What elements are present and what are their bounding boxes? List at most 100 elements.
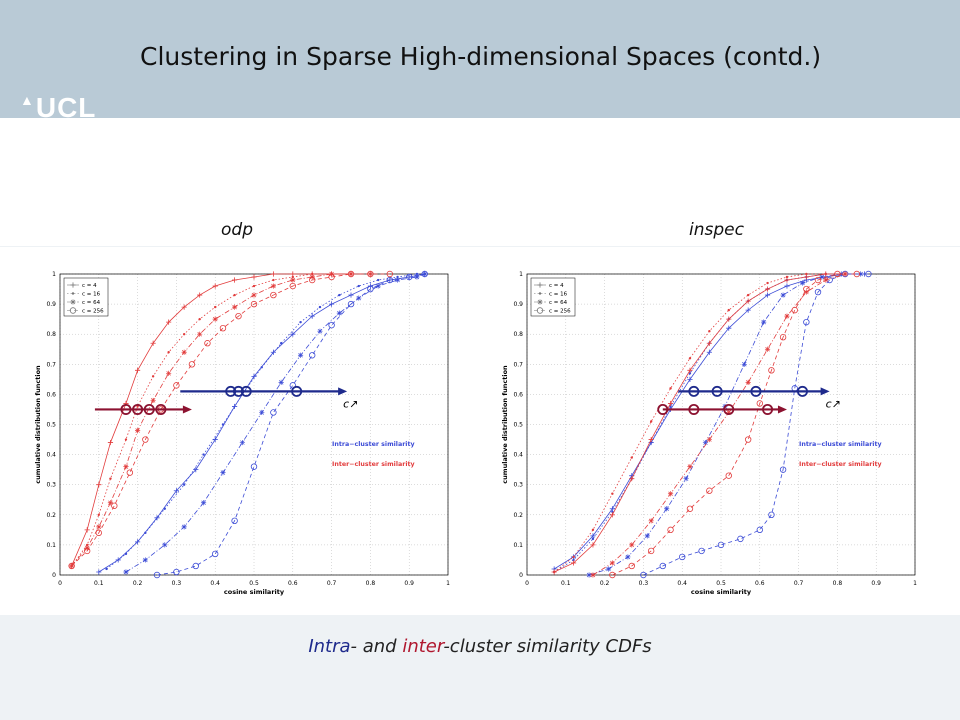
data-point — [591, 537, 595, 541]
legend-label: c = 4 — [82, 283, 97, 289]
data-point — [192, 562, 199, 570]
arrow-head — [777, 405, 787, 414]
data-point — [727, 308, 730, 312]
data-point — [414, 274, 420, 280]
chart-odp: 0 0.1 0.2 0.3 0.4 0.5 0.6 0.7 0.8 0.9 1 0 0.1 0.2 0.3 0… — [34, 270, 450, 596]
x-tick-label: 0.7 — [327, 580, 337, 587]
data-point — [756, 400, 763, 407]
plot-band — [0, 247, 960, 615]
legend-entry: c = 16 — [534, 292, 568, 298]
data-point — [109, 477, 112, 480]
series-line — [612, 273, 857, 576]
data-point — [200, 500, 207, 506]
data-point — [270, 409, 277, 416]
y-tick-label: 0 — [52, 572, 56, 579]
data-point — [667, 491, 674, 497]
data-point — [336, 310, 342, 316]
data-point — [590, 533, 596, 539]
data-point — [386, 270, 393, 278]
arrow-label: c↗ — [343, 397, 358, 410]
arrow-head — [338, 387, 348, 396]
y-tick-label: 0.3 — [46, 482, 56, 489]
arrow-inter — [657, 403, 787, 415]
y-tick-label: 0.8 — [513, 331, 523, 338]
data-point — [126, 469, 134, 476]
legend-entry: c = 4 — [67, 282, 97, 289]
data-point — [784, 277, 790, 283]
data-point — [347, 300, 355, 308]
x-tick-label: 0.1 — [561, 580, 571, 587]
x-axis-label: cosine similarity — [691, 588, 752, 596]
data-point — [609, 560, 615, 566]
y-axis-label: cumulative distribution function — [501, 365, 509, 484]
data-point — [629, 542, 635, 548]
data-point — [299, 320, 302, 324]
arrow-circle — [796, 385, 808, 397]
arrow-circle — [762, 403, 774, 415]
data-point — [357, 284, 360, 288]
data-point — [270, 283, 276, 289]
data-point — [232, 277, 238, 283]
data-point — [197, 331, 203, 337]
series-line — [106, 273, 425, 570]
arrow-circle — [688, 403, 700, 415]
data-point — [611, 492, 614, 495]
data-point — [250, 463, 258, 470]
data-point — [181, 304, 187, 310]
data-point — [181, 524, 187, 530]
data-point — [648, 436, 654, 443]
data-point — [144, 531, 147, 535]
series-intra-circle — [153, 270, 428, 579]
data-point — [865, 270, 872, 278]
ucl-logo: ▲UCL — [20, 92, 96, 124]
arrow-label: c↗ — [826, 397, 841, 410]
data-point — [142, 557, 148, 563]
data-point — [659, 562, 666, 570]
chart-title-inspec: inspec — [689, 220, 744, 240]
x-tick-label: 1 — [446, 580, 450, 587]
legend-label: c = 64 — [549, 300, 568, 306]
y-tick-label: 0.4 — [513, 452, 523, 459]
data-point — [605, 566, 612, 572]
data-point — [761, 319, 767, 325]
legend-marker — [70, 282, 76, 288]
series-line — [71, 273, 371, 567]
series-line — [71, 273, 351, 567]
legend-entry: c = 16 — [67, 292, 101, 298]
legend-marker — [69, 307, 77, 314]
data-point — [220, 470, 226, 476]
data-point — [107, 439, 114, 446]
data-point — [211, 550, 219, 558]
data-point — [68, 562, 75, 570]
data-point — [649, 420, 653, 423]
series-intra-plus — [551, 271, 868, 572]
legend-entry: c = 64 — [67, 299, 101, 306]
legend-label: c = 4 — [549, 283, 564, 289]
series-inter-circle — [68, 270, 393, 570]
data-point — [726, 325, 732, 331]
data-point — [150, 340, 156, 346]
data-point — [688, 357, 692, 360]
data-point — [702, 439, 709, 446]
series-intra-star — [123, 271, 428, 575]
data-point — [111, 502, 118, 509]
data-point — [251, 292, 257, 298]
data-point — [726, 316, 732, 322]
data-point — [756, 526, 763, 534]
arrow-circle — [232, 385, 244, 397]
series-inter-star — [590, 271, 848, 578]
data-point — [367, 285, 374, 293]
data-point — [422, 271, 428, 277]
data-point — [279, 342, 283, 345]
y-tick-label: 0.9 — [46, 301, 56, 308]
data-point — [746, 293, 750, 297]
series-line — [553, 273, 846, 573]
data-point — [202, 453, 205, 456]
data-point — [250, 300, 258, 308]
series-line — [553, 273, 865, 570]
arrow-circle — [155, 403, 167, 415]
x-tick-label: 0.7 — [794, 580, 804, 587]
data-point — [235, 312, 242, 320]
data-point — [717, 541, 725, 549]
x-axis-label: cosine similarity — [224, 588, 285, 596]
